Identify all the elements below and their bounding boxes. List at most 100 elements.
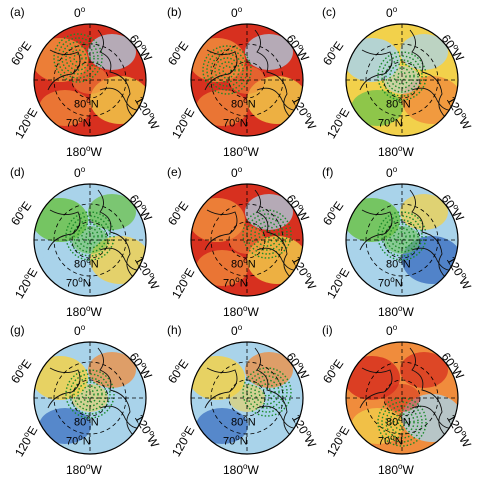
map-boundary: [33, 341, 147, 455]
anomaly-patch: [400, 34, 448, 70]
polar-stereographic-map: [33, 341, 147, 455]
latitude-label-70n: 70oN: [378, 115, 403, 130]
anomaly-patch: [351, 90, 403, 126]
coastline: [359, 347, 455, 437]
map-boundary: [33, 23, 147, 137]
anomaly-patch: [351, 250, 403, 286]
latitude-circle-70: [210, 361, 284, 435]
panel-label: (h): [167, 323, 182, 337]
longitude-label-0: 0o: [386, 323, 398, 338]
polar-stereographic-map: [190, 341, 304, 455]
significance-stipple: [246, 371, 288, 413]
map-panel: (g) 0o 60oE 60oW 120oE 120oW 180oW 80oN 70oN: [8, 320, 168, 480]
latitude-label-80n: 80oN: [74, 96, 99, 111]
polar-stereographic-map: [345, 183, 459, 297]
polar-stereographic-map: [190, 183, 304, 297]
panel-label: (d): [10, 165, 25, 179]
latitude-label-80n: 80oN: [386, 414, 411, 429]
panel-label: (e): [167, 165, 182, 179]
longitude-label-0: 0o: [231, 5, 243, 20]
latitude-label-80n: 80oN: [231, 96, 256, 111]
significance-stipple: [69, 215, 111, 257]
map-boundary: [190, 183, 304, 297]
significance-stipple: [246, 213, 288, 255]
anomaly-patch: [351, 408, 403, 444]
anomaly-patch: [196, 250, 248, 286]
significance-stipple: [397, 231, 407, 241]
significance-stipple: [73, 53, 83, 63]
map-panel: (d) 0o 60oE 60oW 120oE 120oW 180oW 80oN 70oN: [8, 162, 168, 322]
significance-stipple: [262, 387, 272, 397]
longitude-label-0: 0o: [386, 5, 398, 20]
latitude-circle-80: [383, 379, 421, 417]
longitude-label-0: 0o: [231, 323, 243, 338]
map-panel: (e) 0o 60oE 60oW 120oE 120oW 180oW 80oN 70oN: [165, 162, 325, 322]
anomaly-patch: [39, 250, 91, 286]
map-panel: (i) 0o 60oE 60oW 120oE 120oW 180oW 80oN 70oN: [320, 320, 478, 480]
map-boundary: [33, 183, 147, 297]
map-panel: (b) 0o 60oE 60oW 120oE 120oW 180oW 80oN 70oN: [165, 2, 325, 162]
latitude-label-70n: 70oN: [223, 275, 248, 290]
latitude-circle-70: [365, 43, 439, 117]
map-panel: (f) 0o 60oE 60oW 120oE 120oW 180oW 80oN 70oN: [320, 162, 478, 322]
longitude-label-180w: 180oW: [223, 304, 259, 319]
coastline: [47, 347, 143, 437]
panel-label: (a): [10, 5, 25, 19]
anomaly-patch: [400, 194, 448, 230]
map-panel: (a) 0o 60oE 60oW 120oE 120oW 180oW 80oN 70oN: [8, 2, 168, 162]
anomaly-patch: [88, 352, 136, 388]
coastline: [47, 29, 143, 119]
latitude-label-70n: 70oN: [66, 275, 91, 290]
latitude-circle-80: [228, 221, 266, 259]
polar-stereographic-map: [345, 341, 459, 455]
panel-label: (i): [322, 323, 333, 337]
significance-stipple: [381, 215, 423, 257]
coastline: [47, 189, 143, 279]
latitude-circle-70: [53, 361, 127, 435]
longitude-label-180w: 180oW: [223, 462, 259, 477]
significance-stipple: [218, 61, 236, 79]
latitude-circle-70: [53, 43, 127, 117]
latitude-label-70n: 70oN: [378, 275, 403, 290]
latitude-label-80n: 80oN: [74, 256, 99, 271]
significance-stipple: [81, 385, 99, 403]
longitude-label-0: 0o: [74, 165, 86, 180]
latitude-label-70n: 70oN: [66, 433, 91, 448]
significance-stipple: [258, 383, 276, 401]
latitude-label-80n: 80oN: [231, 256, 256, 271]
latitude-circle-70: [365, 203, 439, 277]
latitude-label-80n: 80oN: [74, 414, 99, 429]
latitude-circle-70: [210, 43, 284, 117]
significance-stipple: [69, 373, 111, 415]
significance-stipple: [250, 375, 284, 409]
longitude-label-180w: 180oW: [378, 304, 414, 319]
significance-stipple: [250, 217, 284, 251]
latitude-circle-80: [71, 221, 109, 259]
longitude-label-0: 0o: [74, 5, 86, 20]
map-boundary: [190, 23, 304, 137]
latitude-label-70n: 70oN: [66, 115, 91, 130]
anomaly-patch: [245, 34, 293, 70]
latitude-label-80n: 80oN: [386, 96, 411, 111]
anomaly-patch: [39, 408, 91, 444]
panel-label: (g): [10, 323, 25, 337]
significance-stipple: [397, 417, 407, 427]
latitude-label-70n: 70oN: [378, 433, 403, 448]
anomaly-patch: [196, 408, 248, 444]
polar-stereographic-map: [345, 23, 459, 137]
latitude-circle-80: [383, 221, 421, 259]
map-boundary: [190, 341, 304, 455]
latitude-circle-80: [71, 61, 109, 99]
latitude-label-70n: 70oN: [223, 433, 248, 448]
map-boundary: [345, 183, 459, 297]
anomaly-patch: [88, 194, 136, 230]
significance-stipple: [393, 413, 411, 431]
significance-stipple: [397, 71, 407, 81]
polar-stereographic-map: [33, 23, 147, 137]
coastline: [204, 29, 300, 119]
latitude-label-80n: 80oN: [386, 256, 411, 271]
longitude-label-0: 0o: [386, 165, 398, 180]
latitude-circle-70: [53, 203, 127, 277]
significance-stipple: [85, 231, 95, 241]
